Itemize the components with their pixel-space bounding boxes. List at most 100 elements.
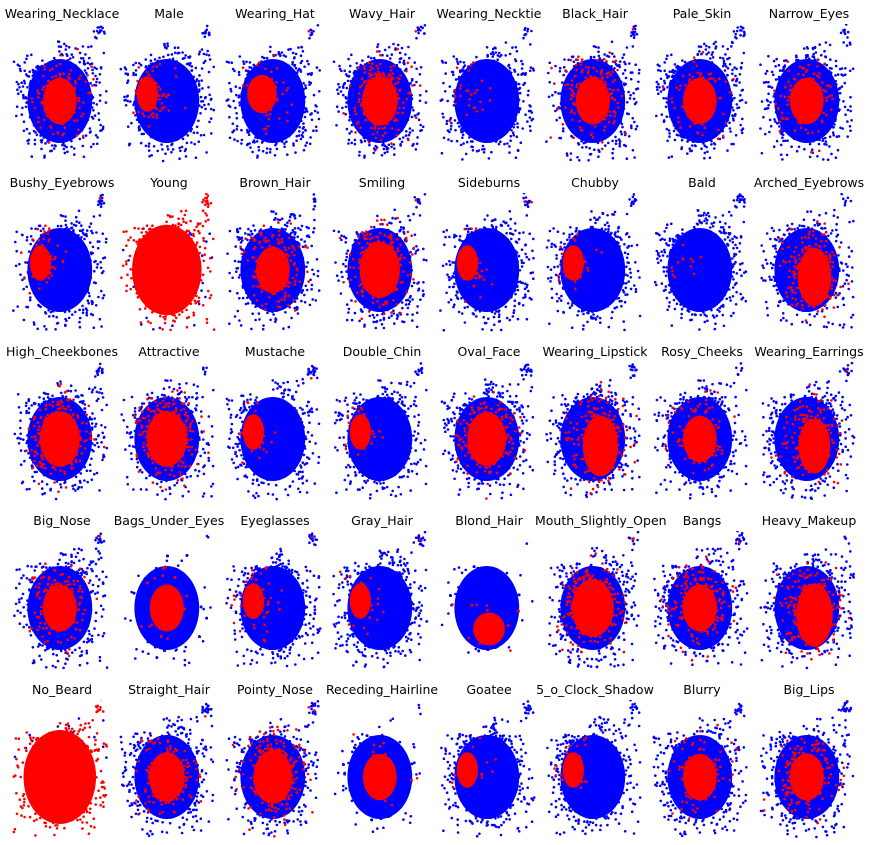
scatter-point (363, 110, 367, 113)
scatter-point (73, 94, 76, 97)
scatter-point (149, 53, 153, 57)
scatter-point (732, 77, 735, 81)
scatter-point (173, 46, 177, 49)
scatter-point (500, 91, 503, 94)
scatter-point (147, 97, 151, 100)
scatter-point (63, 64, 67, 67)
scatter-point (604, 64, 607, 68)
scatter-point (489, 67, 493, 70)
scatter-point (43, 156, 46, 159)
scatter-point (691, 66, 695, 69)
scatter-point (357, 100, 360, 104)
scatter-point (392, 67, 396, 71)
scatter-point (228, 81, 231, 85)
scatter-point (303, 65, 306, 68)
scatter-point (411, 77, 414, 81)
scatter-point (27, 138, 31, 142)
scatter-point (389, 105, 392, 108)
scatter-point (205, 151, 208, 154)
scatter-point (304, 84, 307, 87)
scatter-point (83, 116, 86, 119)
scatter-point (176, 46, 180, 49)
scatter-point (390, 76, 394, 79)
scatter-point (69, 61, 72, 65)
scatter-point (577, 136, 581, 139)
scatter-point (717, 128, 720, 132)
scatter-point (587, 69, 590, 73)
scatter-point (97, 112, 100, 115)
scatter-point (176, 132, 179, 136)
scatter-point (164, 115, 167, 118)
scatter-point (605, 132, 609, 135)
scatter-plot (332, 24, 428, 159)
scatter-point (619, 130, 623, 133)
scatter-point (720, 79, 724, 82)
scatter-point (691, 75, 694, 79)
scatter-point (518, 86, 522, 90)
scatter-point (54, 74, 58, 78)
scatter-point (589, 83, 592, 86)
scatter-point (407, 45, 410, 49)
scatter-point (71, 72, 75, 75)
scatter-point (516, 148, 520, 152)
scatter-point (298, 126, 301, 129)
scatter-point (565, 79, 568, 83)
scatter-point (498, 67, 501, 70)
scatter-point (680, 88, 683, 92)
scatter-point (187, 84, 190, 87)
scatter-point (76, 47, 79, 51)
scatter-point (459, 60, 462, 64)
scatter-point (149, 70, 153, 74)
scatter-point (209, 98, 213, 101)
scatter-point (506, 74, 510, 77)
scatter-point (300, 133, 304, 137)
scatter-point (597, 50, 600, 53)
scatter-point (188, 110, 192, 114)
scatter-point (602, 57, 606, 61)
scatter-point (522, 36, 525, 40)
scatter-point (57, 101, 60, 105)
scatter-point (504, 96, 508, 100)
scatter-point (510, 129, 513, 132)
scatter-point (180, 145, 184, 149)
scatter-point (470, 66, 473, 69)
scatter-point (576, 156, 579, 159)
scatter-point (582, 141, 586, 145)
scatter-point (611, 70, 614, 74)
scatter-point (306, 73, 310, 76)
scatter-point (415, 80, 418, 84)
scatter-point (481, 103, 484, 106)
scatter-point (389, 57, 392, 60)
scatter-point (470, 110, 474, 113)
scatter-point (597, 155, 600, 158)
scatter-point (265, 56, 269, 60)
scatter-point (365, 102, 368, 105)
scatter-point (398, 137, 402, 141)
scatter-point (450, 139, 453, 143)
scatter-point (87, 107, 90, 111)
scatter-point (690, 144, 694, 147)
scatter-point (67, 64, 70, 68)
scatter-point (441, 98, 444, 101)
scatter-point (58, 76, 61, 80)
scatter-point (183, 56, 186, 60)
scatter-point (146, 127, 149, 130)
scatter-point (60, 94, 64, 97)
scatter-point (484, 108, 487, 111)
scatter-point (672, 81, 676, 85)
scatter-point (731, 68, 734, 72)
scatter-point (604, 144, 607, 147)
scatter-point (627, 135, 631, 138)
scatter-point (680, 66, 684, 70)
scatter-point (163, 44, 166, 47)
scatter-panel: Wearing_Hat (221, 0, 329, 168)
scatter-point (91, 68, 94, 72)
scatter-point (344, 112, 347, 116)
scatter-point (486, 66, 490, 70)
scatter-point (712, 104, 716, 108)
scatter-point (146, 66, 150, 70)
scatter-point (599, 88, 602, 91)
scatter-point (278, 79, 281, 82)
scatter-point (741, 117, 744, 121)
scatter-point (672, 129, 676, 133)
